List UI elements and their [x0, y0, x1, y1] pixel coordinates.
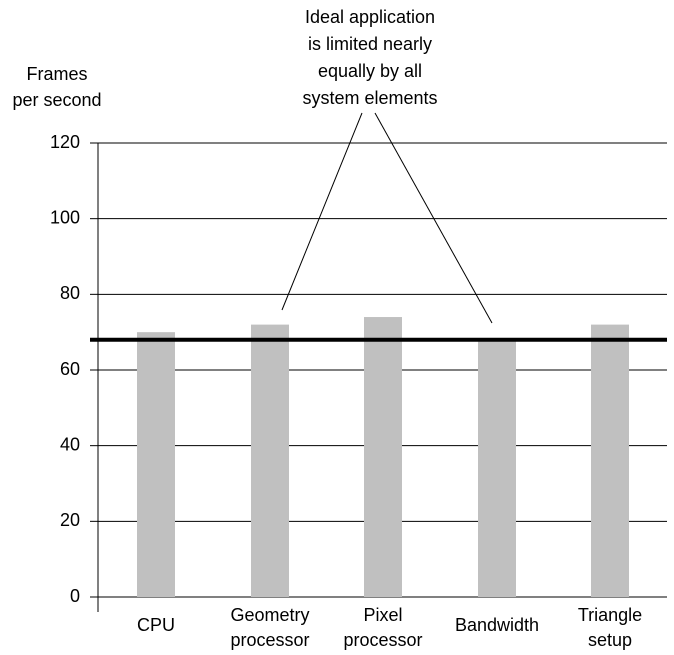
- x-tick-label: CPU: [137, 615, 175, 635]
- y-tick-label: 80: [60, 283, 80, 303]
- y-tick-label: 100: [50, 207, 80, 227]
- y-axis-label: per second: [12, 90, 101, 110]
- bar: [137, 332, 175, 597]
- y-tick-label: 0: [70, 586, 80, 606]
- y-tick-label: 60: [60, 359, 80, 379]
- annotation: system elements: [302, 88, 437, 108]
- annotation-pointer: [374, 112, 493, 324]
- annotation: is limited nearly: [308, 34, 432, 54]
- x-tick-label: setup: [588, 630, 632, 650]
- y-axis-label: Frames: [26, 64, 87, 84]
- annotation: Ideal application: [305, 7, 435, 27]
- x-tick-label: Triangle: [578, 605, 642, 625]
- y-tick-label: 40: [60, 434, 80, 454]
- bar: [478, 339, 516, 597]
- y-tick-label: 20: [60, 510, 80, 530]
- x-tick-label: Bandwidth: [455, 615, 539, 635]
- annotation-pointer: [281, 112, 363, 311]
- x-tick-label: Pixel: [363, 605, 402, 625]
- bar: [591, 324, 629, 597]
- bar: [364, 317, 402, 597]
- y-tick-label: 120: [50, 132, 80, 152]
- x-tick-label: processor: [230, 630, 309, 650]
- annotation: equally by all: [318, 61, 422, 81]
- x-tick-label: processor: [343, 630, 422, 650]
- x-tick-label: Geometry: [230, 605, 309, 625]
- bar: [251, 324, 289, 597]
